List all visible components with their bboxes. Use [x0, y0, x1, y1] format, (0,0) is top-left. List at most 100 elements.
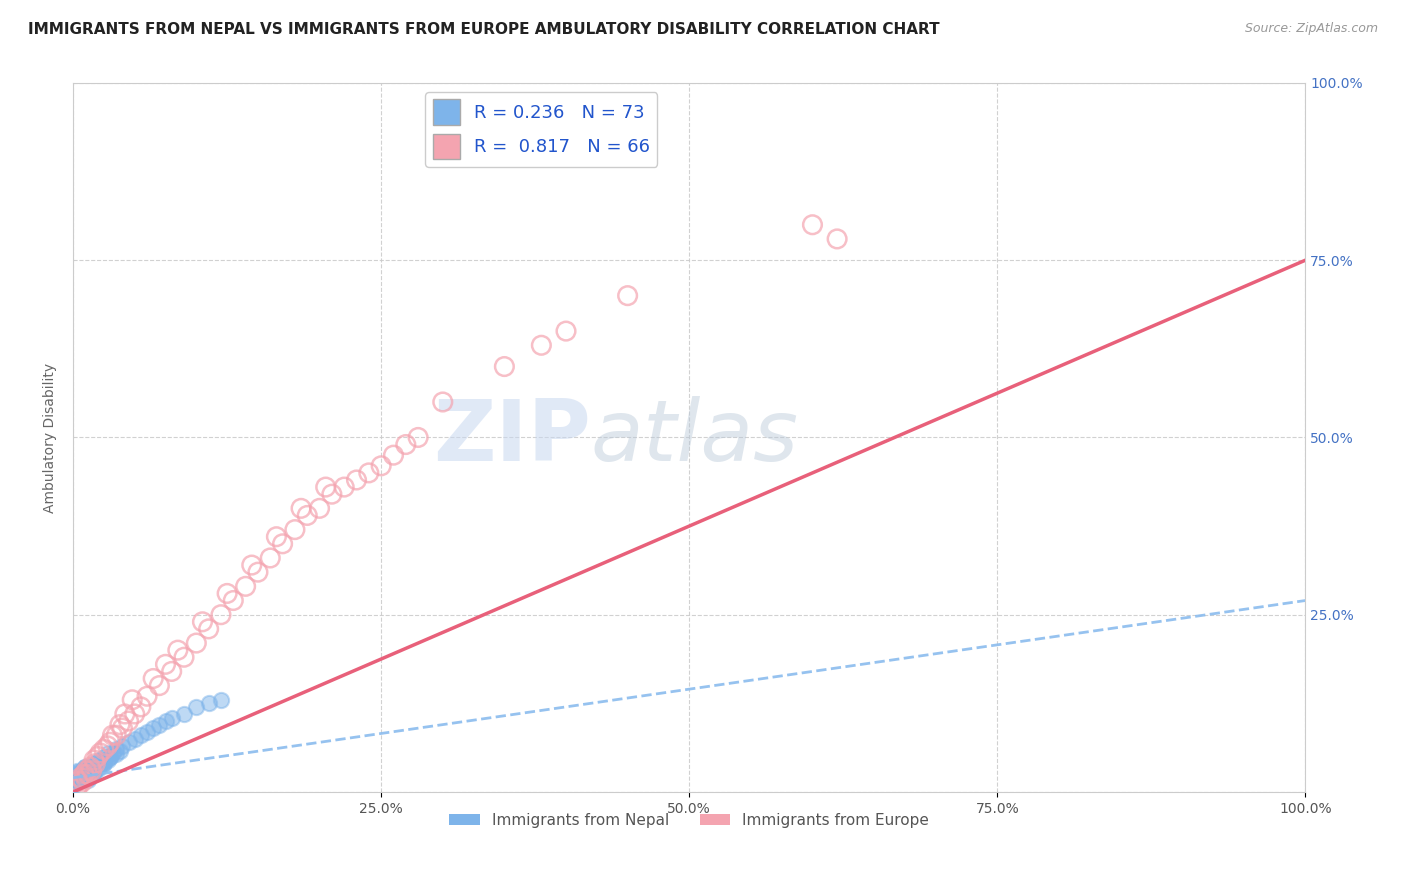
Point — [86, 755, 108, 769]
Point — [616, 288, 638, 302]
Point — [66, 771, 89, 785]
Point — [124, 731, 146, 746]
Point — [66, 765, 89, 780]
Point — [111, 721, 134, 735]
Point — [101, 728, 124, 742]
Point — [209, 607, 232, 622]
Point — [73, 763, 96, 777]
Point — [91, 758, 114, 772]
Point — [101, 746, 124, 760]
Point — [166, 643, 188, 657]
Point — [77, 767, 100, 781]
Point — [346, 473, 368, 487]
Point — [83, 753, 105, 767]
Point — [90, 755, 112, 769]
Point — [217, 586, 239, 600]
Point — [98, 735, 121, 749]
Point — [382, 448, 405, 462]
Text: IMMIGRANTS FROM NEPAL VS IMMIGRANTS FROM EUROPE AMBULATORY DISABILITY CORRELATIO: IMMIGRANTS FROM NEPAL VS IMMIGRANTS FROM… — [28, 22, 939, 37]
Text: ZIP: ZIP — [433, 396, 591, 479]
Point — [70, 764, 93, 778]
Point — [73, 771, 96, 785]
Point — [117, 714, 139, 728]
Point — [284, 523, 307, 537]
Point — [63, 771, 86, 785]
Point — [297, 508, 319, 523]
Point — [69, 767, 91, 781]
Point — [432, 395, 454, 409]
Point — [75, 771, 97, 785]
Point — [75, 760, 97, 774]
Point — [308, 501, 330, 516]
Point — [72, 767, 94, 781]
Point — [290, 501, 312, 516]
Point — [186, 699, 208, 714]
Point — [65, 776, 87, 790]
Point — [315, 480, 337, 494]
Point — [370, 458, 392, 473]
Point — [209, 693, 232, 707]
Point — [70, 769, 93, 783]
Point — [67, 771, 90, 785]
Point — [66, 781, 89, 796]
Point — [89, 758, 111, 772]
Legend: Immigrants from Nepal, Immigrants from Europe: Immigrants from Nepal, Immigrants from E… — [443, 806, 935, 834]
Point — [65, 772, 87, 787]
Point — [801, 218, 824, 232]
Point — [67, 778, 90, 792]
Point — [357, 466, 380, 480]
Point — [87, 762, 110, 776]
Point — [155, 714, 177, 728]
Point — [108, 717, 131, 731]
Point — [117, 735, 139, 749]
Point — [129, 699, 152, 714]
Point — [129, 728, 152, 742]
Point — [124, 706, 146, 721]
Point — [395, 437, 418, 451]
Point — [83, 756, 105, 771]
Point — [136, 724, 159, 739]
Point — [186, 636, 208, 650]
Point — [72, 774, 94, 789]
Text: Source: ZipAtlas.com: Source: ZipAtlas.com — [1244, 22, 1378, 36]
Point — [79, 770, 101, 784]
Point — [72, 762, 94, 776]
Point — [87, 749, 110, 764]
Point — [84, 758, 107, 772]
Point — [240, 558, 263, 572]
Point — [173, 706, 195, 721]
Point — [191, 615, 214, 629]
Point — [80, 764, 103, 778]
Point — [89, 756, 111, 771]
Point — [65, 767, 87, 781]
Point — [105, 747, 128, 762]
Point — [197, 696, 219, 710]
Point — [111, 739, 134, 753]
Point — [75, 760, 97, 774]
Point — [494, 359, 516, 374]
Point — [271, 537, 294, 551]
Point — [93, 756, 115, 770]
Point — [79, 765, 101, 780]
Point — [136, 690, 159, 704]
Point — [77, 767, 100, 781]
Point — [63, 778, 86, 792]
Point — [530, 338, 553, 352]
Point — [87, 753, 110, 767]
Text: atlas: atlas — [591, 396, 799, 479]
Point — [84, 756, 107, 771]
Point — [66, 764, 89, 778]
Point — [70, 769, 93, 783]
Point — [246, 565, 269, 579]
Point — [76, 771, 98, 785]
Point — [148, 717, 170, 731]
Point — [98, 750, 121, 764]
Point — [97, 753, 120, 767]
Point — [321, 487, 343, 501]
Point — [80, 760, 103, 774]
Point — [222, 593, 245, 607]
Point — [94, 753, 117, 767]
Point — [72, 765, 94, 780]
Point — [89, 746, 111, 760]
Point — [235, 579, 257, 593]
